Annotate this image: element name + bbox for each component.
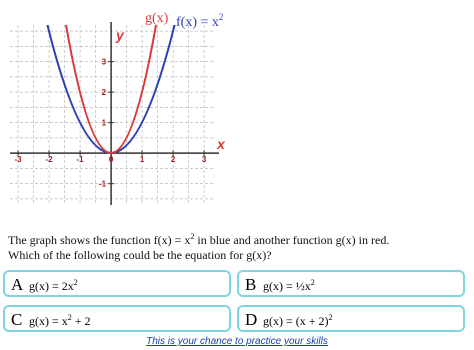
x-tick-label: -1 <box>77 155 85 164</box>
y-tick-label: 3 <box>102 58 107 67</box>
option-letter: A <box>11 275 24 294</box>
superscript: 2 <box>73 278 78 287</box>
question-text: Which of the following could be the equa… <box>8 248 272 262</box>
option-text: g(x) = x2 + 2 <box>29 313 91 329</box>
question-text: in blue and another function g(x) in red… <box>194 233 390 247</box>
x-tick-label: 2 <box>171 155 176 164</box>
option-main: g(x) = ½x <box>263 279 311 293</box>
y-tick-label: 2 <box>102 88 107 97</box>
x-tick-label: 0 <box>109 155 114 164</box>
question: The graph shows the function f(x) = x2 i… <box>8 229 389 263</box>
option-main: g(x) = (x + 2) <box>263 314 329 328</box>
option-text: g(x) = ½x2 <box>263 278 315 294</box>
curve-g <box>65 25 157 154</box>
option-letter: C <box>11 310 23 329</box>
function-label: g(x) <box>145 11 169 26</box>
x-tick-label: -3 <box>15 155 23 164</box>
option-text: g(x) = 2x2 <box>29 278 78 294</box>
superscript: 2 <box>190 232 195 241</box>
x-tick-label: 1 <box>140 155 145 164</box>
graph: g(x) f(x) = x2 x y -3 -2 -1 0 1 2 3 -1 1 2 3 <box>10 11 226 205</box>
y-axis-label: y <box>115 27 125 43</box>
x-tick-label: 3 <box>202 155 207 164</box>
option-text: g(x) = (x + 2)2 <box>263 313 333 329</box>
function-label: f(x) = x2 <box>176 12 223 30</box>
option-letter: B <box>245 275 257 294</box>
y-tick-label: -1 <box>99 180 107 189</box>
superscript: 2 <box>328 313 333 322</box>
x-tick-label: -2 <box>46 155 54 164</box>
option-main: g(x) = 2x <box>29 279 74 293</box>
y-tick-label: 1 <box>102 119 107 128</box>
footer-link[interactable]: This is your chance to practice your ski… <box>146 336 328 347</box>
option-after: + 2 <box>71 314 91 328</box>
option-letter: D <box>245 310 258 329</box>
question-text: The graph shows the function f(x) = x <box>8 233 191 247</box>
x-axis-label: x <box>216 136 226 152</box>
superscript: 2 <box>310 278 315 287</box>
superscript: 2 <box>67 313 72 322</box>
option-main: g(x) = x <box>29 314 68 328</box>
grid <box>10 22 219 205</box>
